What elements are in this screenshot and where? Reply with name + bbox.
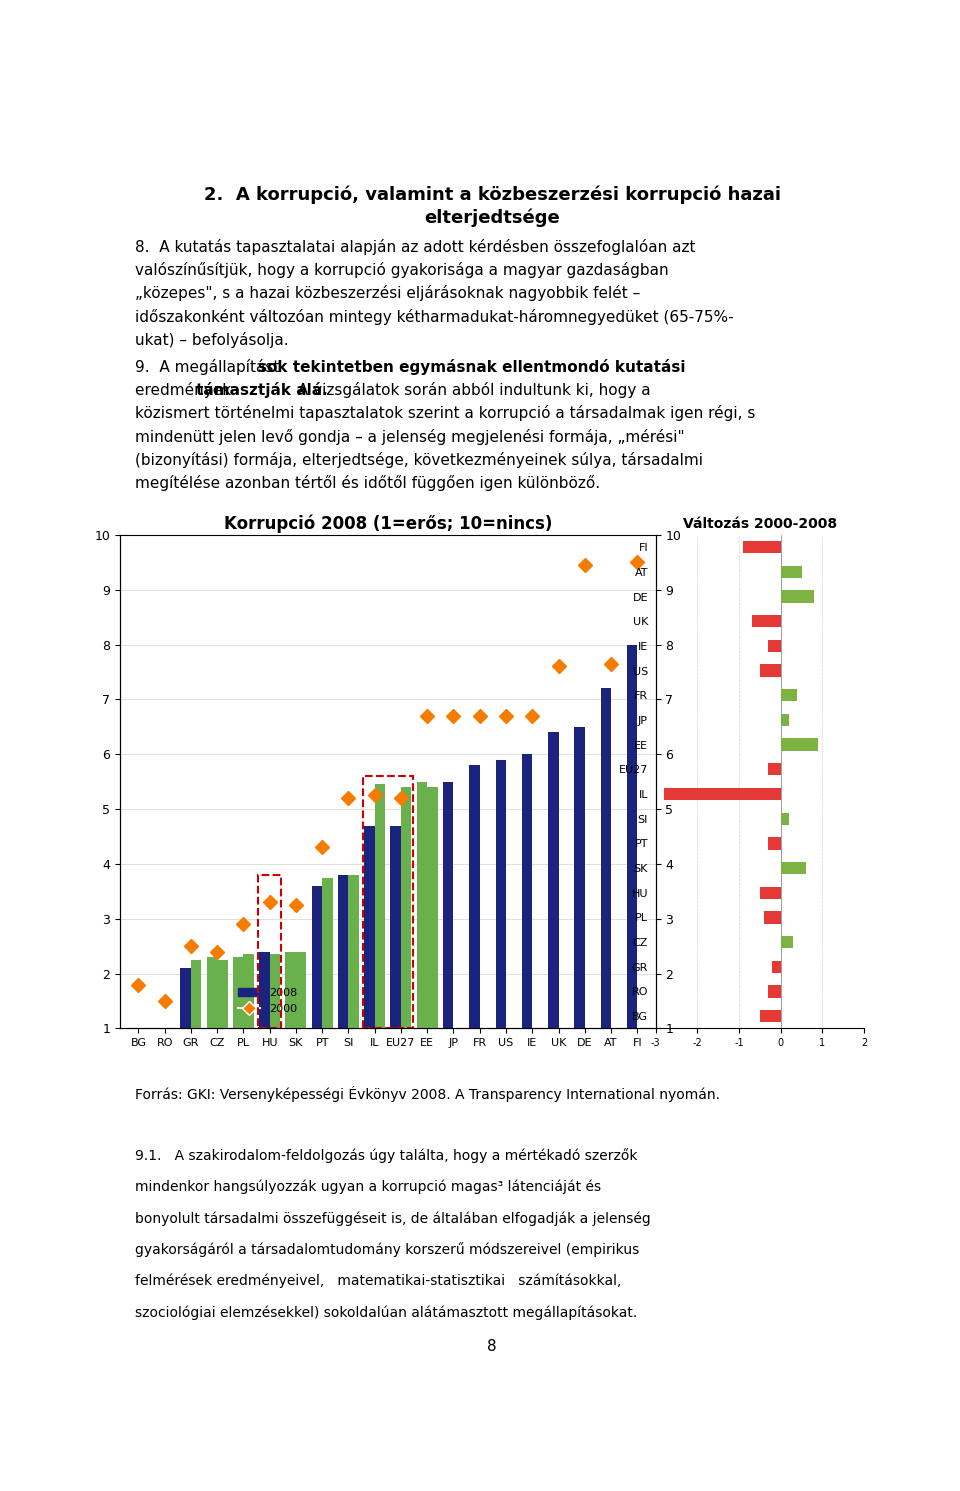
Bar [780, 862, 805, 874]
Text: közismert történelmi tapasztalatok szerint a korrupció a társadalmak igen régi, : közismert történelmi tapasztalatok szeri… [134, 406, 756, 422]
Bar [285, 951, 296, 1084]
Text: A vizsgálatok során abból indultunk ki, hogy a: A vizsgálatok során abból indultunk ki, … [293, 382, 650, 398]
Bar [768, 763, 780, 775]
Bar [348, 875, 359, 1084]
Bar [548, 732, 559, 1084]
Bar [391, 826, 401, 1084]
Bar [259, 951, 270, 1084]
Text: 8: 8 [487, 1339, 497, 1354]
Bar [768, 640, 780, 652]
Bar [363, 777, 413, 1029]
Text: időszakonként változóan mintegy kétharmadukat-háromnegyedüket (65-75%-: időszakonként változóan mintegy kétharma… [134, 309, 733, 325]
Bar [417, 781, 427, 1084]
Text: ukat) – befolyásolja.: ukat) – befolyásolja. [134, 332, 289, 347]
Text: bonyolult társadalmi összefüggéseit is, de általában elfogadják a jelenség: bonyolult társadalmi összefüggéseit is, … [134, 1211, 651, 1226]
Text: 2.  A korrupció, valamint a közbeszerzési korrupció hazai: 2. A korrupció, valamint a közbeszerzési… [204, 185, 780, 204]
Bar [374, 784, 385, 1084]
Bar [780, 590, 814, 602]
Bar [427, 787, 438, 1084]
Text: sok tekintetben egymásnak ellentmondó kutatási: sok tekintetben egymásnak ellentmondó ku… [257, 359, 685, 374]
Text: „közepes", s a hazai közbeszerzési eljárásoknak nagyobbik felét –: „közepes", s a hazai közbeszerzési eljár… [134, 285, 640, 301]
Title: Változás 2000-2008: Változás 2000-2008 [683, 517, 837, 531]
Text: felmérések eredményeivel,   matematikai-statisztikai   számításokkal,: felmérések eredményeivel, matematikai-st… [134, 1273, 621, 1288]
Text: mindenkor hangsúlyozzák ugyan a korrupció magas³ látenciáját és: mindenkor hangsúlyozzák ugyan a korrupci… [134, 1179, 601, 1194]
Bar [206, 957, 217, 1084]
Bar [780, 689, 798, 701]
Bar [338, 875, 348, 1084]
Bar [764, 911, 780, 923]
Text: elterjedtsége: elterjedtsége [424, 209, 560, 228]
Bar [743, 541, 780, 553]
Bar [296, 951, 306, 1084]
Bar [128, 1029, 138, 1084]
Text: támasztják alá.: támasztják alá. [196, 382, 327, 398]
Bar [191, 960, 202, 1084]
Bar [768, 836, 780, 850]
Text: gyakorságáról a társadalomtudomány korszerű módszereivel (empirikus: gyakorságáról a társadalomtudomány korsz… [134, 1242, 639, 1257]
Bar [155, 1029, 165, 1084]
Bar [780, 714, 789, 726]
Bar [759, 1009, 780, 1023]
Text: Korrupció 2008 (1=erős; 10=nincs): Korrupció 2008 (1=erős; 10=nincs) [224, 514, 552, 532]
Text: 9.1.   A szakirodalom-feldolgozás úgy találta, hogy a mértékadó szerzők: 9.1. A szakirodalom-feldolgozás úgy talá… [134, 1148, 637, 1163]
Bar [759, 665, 780, 677]
Bar [574, 726, 585, 1084]
Bar [312, 886, 323, 1084]
Text: 9.  A megállapítást: 9. A megállapítást [134, 359, 284, 374]
Text: 8.  A kutatás tapasztalatai alapján az adott kérdésben összefoglalóan azt: 8. A kutatás tapasztalatai alapján az ad… [134, 239, 695, 255]
Bar [469, 765, 480, 1084]
Bar [752, 616, 780, 628]
Legend: 2008, 2000: 2008, 2000 [233, 984, 302, 1018]
Bar [364, 826, 374, 1084]
Bar [664, 787, 780, 801]
Bar [244, 954, 253, 1084]
Bar [768, 986, 780, 997]
Bar [258, 875, 281, 1029]
Bar [180, 968, 191, 1084]
Text: (bizonyítási) formája, elterjedtsége, következményeinek súlya, társadalmi: (bizonyítási) formája, elterjedtsége, kö… [134, 452, 703, 468]
Bar [233, 957, 244, 1084]
Text: eredmények: eredmények [134, 382, 236, 398]
Bar [270, 954, 280, 1084]
Bar [627, 644, 637, 1084]
Text: megítélése azonban tértől és időtől függően igen különböző.: megítélése azonban tértől és időtől függ… [134, 476, 600, 491]
Bar [780, 813, 789, 825]
Bar [601, 689, 612, 1084]
Text: mindenütt jelen levő gondja – a jelenség megjelenési formája, „mérési": mindenütt jelen levő gondja – a jelenség… [134, 428, 684, 444]
Text: valószínűsítjük, hogy a korrupció gyakorisága a magyar gazdaságban: valószínűsítjük, hogy a korrupció gyakor… [134, 262, 668, 279]
Bar [495, 760, 506, 1084]
Bar [773, 960, 780, 974]
Bar [401, 787, 412, 1084]
Bar [780, 936, 793, 948]
Bar [780, 565, 802, 579]
Bar [780, 738, 818, 751]
Bar [323, 878, 333, 1084]
Bar [443, 781, 453, 1084]
Bar [759, 887, 780, 899]
Bar [522, 754, 532, 1084]
Text: Forrás: GKI: Versenyképességi Évkönyv 2008. A Transparency International nyomán.: Forrás: GKI: Versenyképességi Évkönyv 20… [134, 1085, 720, 1102]
Text: szociológiai elemzésekkel) sokoldalúan alátámasztott megállapításokat.: szociológiai elemzésekkel) sokoldalúan a… [134, 1305, 637, 1320]
Bar [217, 960, 228, 1084]
